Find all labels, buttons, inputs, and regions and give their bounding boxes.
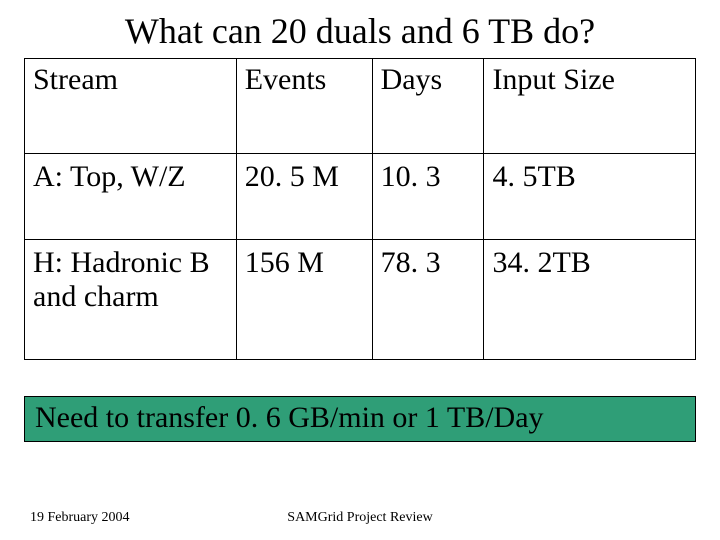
data-table: Stream Events Days Input Size A: Top, W/… xyxy=(24,58,696,360)
cell-days: 78. 3 xyxy=(372,239,484,359)
cell-events: 20. 5 M xyxy=(236,154,372,240)
slide-title: What can 20 duals and 6 TB do? xyxy=(0,0,720,58)
cell-days: 10. 3 xyxy=(372,154,484,240)
col-header-size: Input Size xyxy=(484,59,696,154)
table-header-row: Stream Events Days Input Size xyxy=(25,59,696,154)
transfer-callout: Need to transfer 0. 6 GB/min or 1 TB/Day xyxy=(24,396,696,442)
footer-center: SAMGrid Project Review xyxy=(0,510,720,526)
col-header-events: Events xyxy=(236,59,372,154)
cell-stream: A: Top, W/Z xyxy=(25,154,237,240)
col-header-days: Days xyxy=(372,59,484,154)
table-row: A: Top, W/Z 20. 5 M 10. 3 4. 5TB xyxy=(25,154,696,240)
col-header-stream: Stream xyxy=(25,59,237,154)
cell-events: 156 M xyxy=(236,239,372,359)
slide: What can 20 duals and 6 TB do? Stream Ev… xyxy=(0,0,720,540)
table-row: H: Hadronic B and charm 156 M 78. 3 34. … xyxy=(25,239,696,359)
cell-size: 4. 5TB xyxy=(484,154,696,240)
cell-size: 34. 2TB xyxy=(484,239,696,359)
cell-stream: H: Hadronic B and charm xyxy=(25,239,237,359)
